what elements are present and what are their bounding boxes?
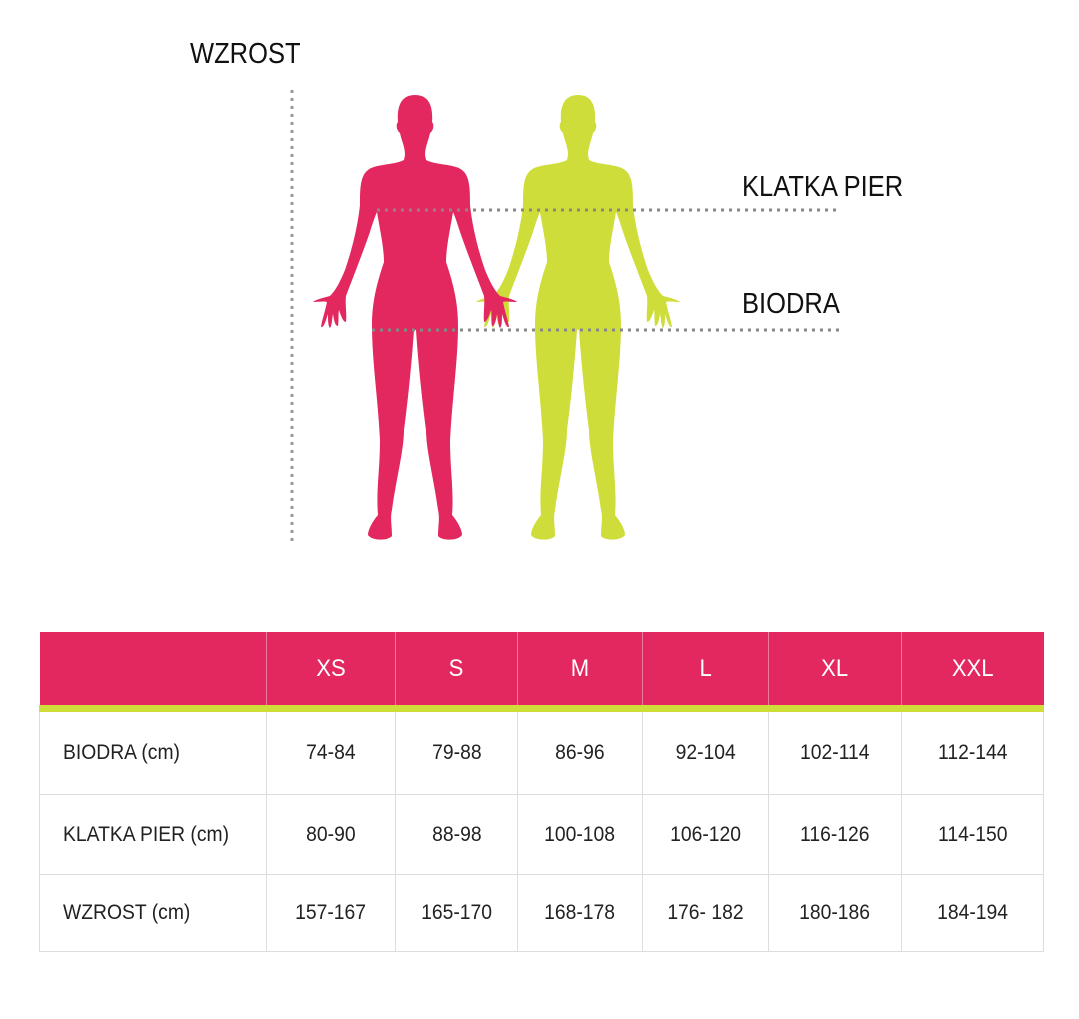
table-cell: 176- 182	[642, 874, 769, 952]
height-label: WZROST	[190, 38, 301, 70]
table-cell: 106-120	[642, 794, 769, 875]
table-cell: 157-167	[266, 874, 396, 952]
size-header: L	[642, 632, 769, 712]
size-header-row: XS S M L XL XXL	[39, 632, 1044, 712]
row-label: KLATKA PIER (cm)	[39, 794, 267, 875]
table-cell: 116-126	[768, 794, 902, 875]
size-header: XXL	[901, 632, 1044, 712]
size-table: XS S M L XL XXL BIODRA (cm) 74-84 79-88 …	[39, 632, 1044, 952]
table-row: WZROST (cm) 157-167 165-170 168-178 176-…	[39, 874, 1044, 952]
size-header: M	[517, 632, 643, 712]
table-cell: 79-88	[395, 708, 518, 795]
table-cell: 114-150	[901, 794, 1044, 875]
table-row: BIODRA (cm) 74-84 79-88 86-96 92-104 102…	[39, 708, 1044, 795]
table-cell: 168-178	[517, 874, 643, 952]
size-header: XL	[768, 632, 902, 712]
table-cell: 86-96	[517, 708, 643, 795]
size-header: XS	[266, 632, 396, 712]
figure-pink	[313, 95, 517, 540]
row-label: BIODRA (cm)	[39, 708, 267, 795]
row-label: WZROST (cm)	[39, 874, 267, 952]
table-cell: 92-104	[642, 708, 769, 795]
table-row: KLATKA PIER (cm) 80-90 88-98 100-108 106…	[39, 794, 1044, 875]
chest-label: KLATKA PIER	[742, 171, 904, 203]
table-cell: 184-194	[901, 874, 1044, 952]
table-cell: 112-144	[901, 708, 1044, 795]
hips-label: BIODRA	[742, 288, 840, 320]
table-cell: 102-114	[768, 708, 902, 795]
table-cell: 74-84	[266, 708, 396, 795]
size-header: S	[395, 632, 518, 712]
header-empty-cell	[39, 632, 267, 712]
table-cell: 88-98	[395, 794, 518, 875]
body-figures-illustration	[290, 90, 842, 542]
table-cell: 100-108	[517, 794, 643, 875]
table-cell: 80-90	[266, 794, 396, 875]
table-cell: 180-186	[768, 874, 902, 952]
table-cell: 165-170	[395, 874, 518, 952]
